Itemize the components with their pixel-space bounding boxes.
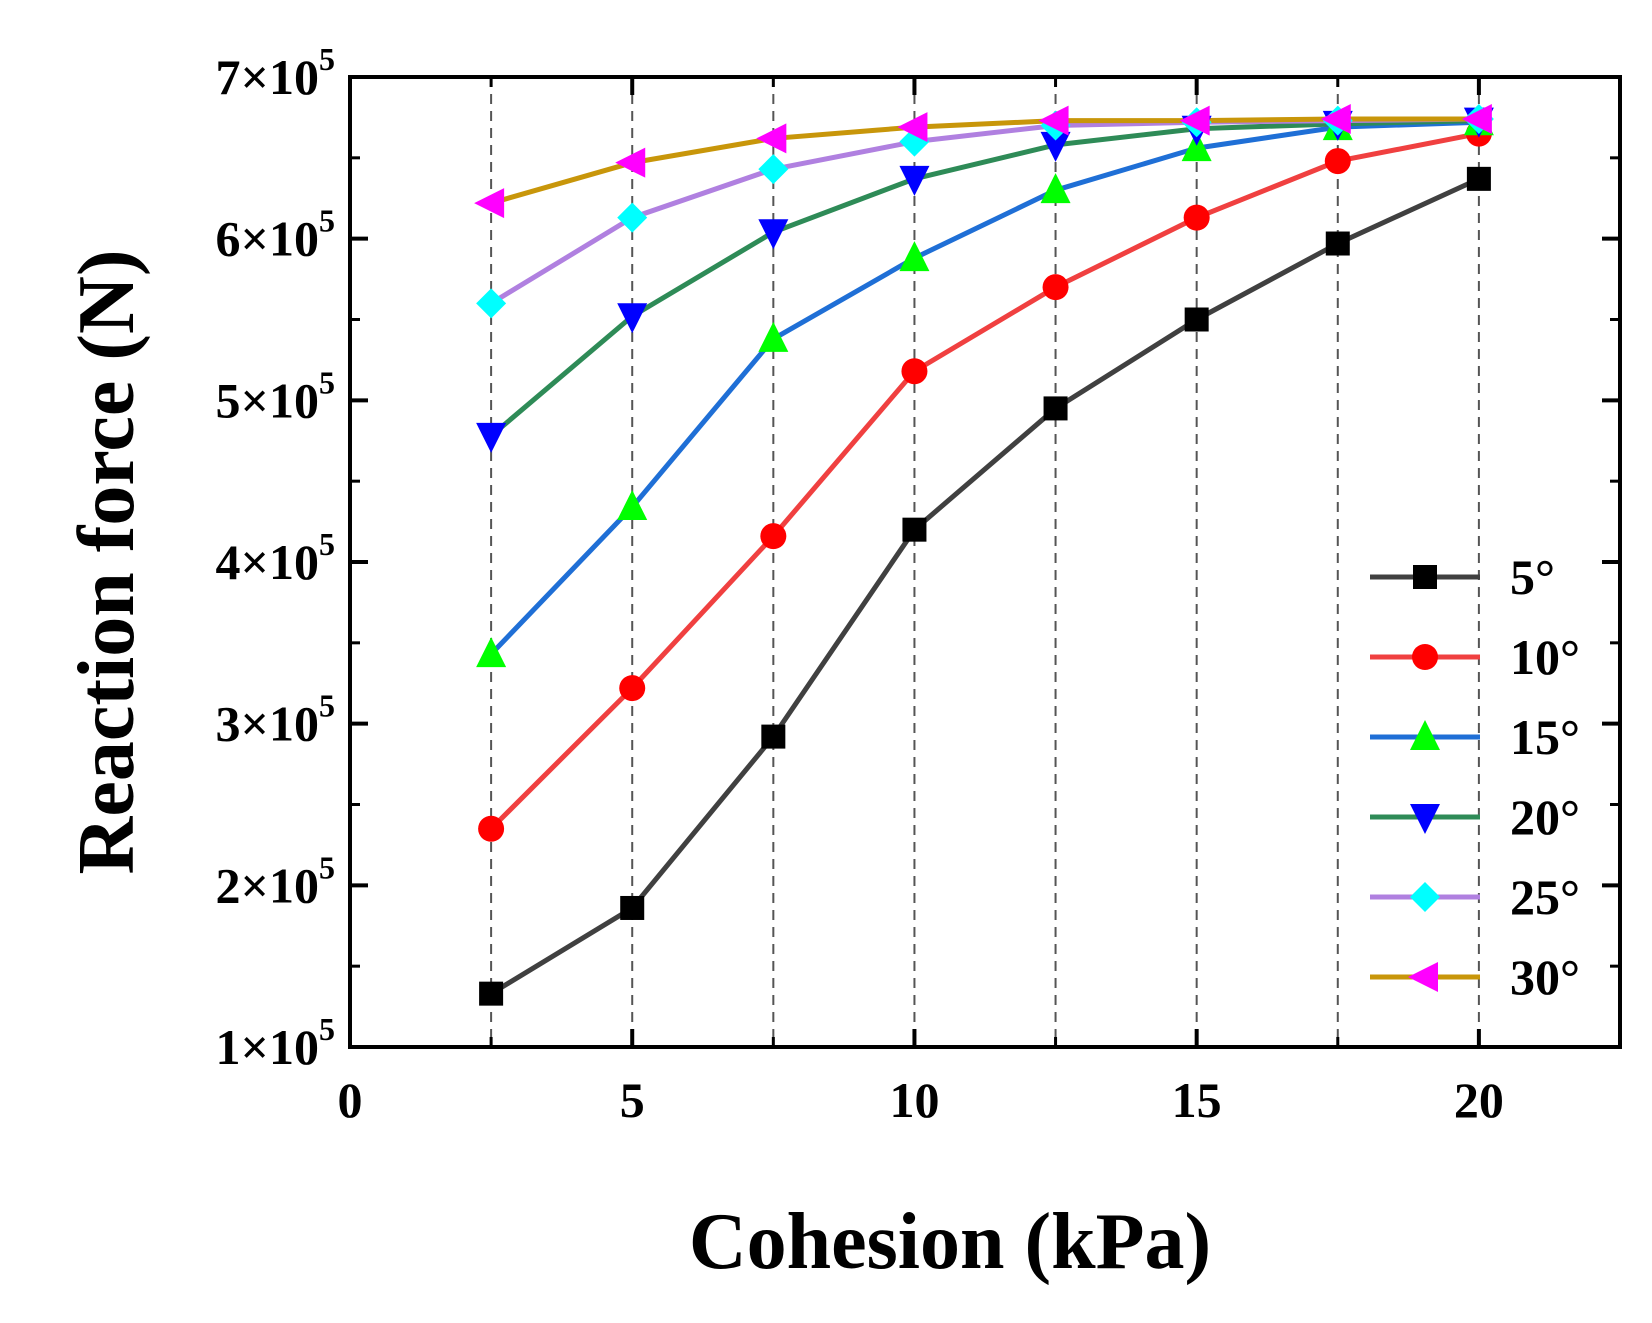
data-point	[902, 517, 927, 542]
x-tick-label: 20	[1454, 1072, 1504, 1128]
y-tick-mantissa: 3×10	[216, 696, 320, 752]
data-point	[756, 123, 787, 154]
series-line-0	[489, 176, 1480, 996]
series-markers-5	[474, 104, 1492, 219]
x-tick-label: 15	[1172, 1072, 1222, 1128]
data-point	[1043, 396, 1068, 421]
y-tick-mantissa: 2×10	[216, 857, 320, 913]
y-tick-label: 3×105	[216, 688, 336, 752]
y-tick-label: 6×105	[216, 203, 336, 267]
data-point	[476, 637, 507, 668]
data-point	[1038, 105, 1069, 136]
series-line-1	[489, 131, 1480, 831]
y-tick-mantissa: 4×10	[216, 534, 320, 590]
data-point	[1184, 307, 1209, 332]
series-markers-2	[476, 105, 1494, 668]
data-point	[617, 303, 648, 334]
series-line-5	[490, 116, 1479, 206]
legend-marker	[1410, 882, 1440, 912]
y-tick-label: 1×105	[216, 1011, 336, 1075]
y-tick-label: 7×105	[216, 41, 336, 105]
legend-entry-4: 25°	[1370, 869, 1580, 925]
axis-ticks	[348, 75, 1622, 1049]
legend-entry-3: 20°	[1370, 789, 1580, 845]
data-point	[1320, 104, 1351, 135]
y-tick-exponent: 5	[319, 849, 335, 885]
y-tick-mantissa: 7×10	[216, 49, 320, 105]
data-point	[615, 147, 646, 178]
legend-entry-2: 15°	[1370, 709, 1580, 765]
data-point	[1040, 131, 1071, 162]
series-line-2	[489, 119, 1479, 656]
legend-label: 15°	[1510, 709, 1580, 765]
legend-label: 30°	[1510, 949, 1580, 1005]
legend-entry-1: 10°	[1370, 629, 1580, 685]
data-point	[1181, 131, 1212, 162]
x-axis-title: Cohesion (kPa)	[689, 1198, 1211, 1286]
data-point	[474, 188, 505, 219]
series-lines	[489, 116, 1480, 996]
legend-entry-0: 5°	[1370, 549, 1555, 605]
data-point	[478, 815, 505, 842]
legend-marker	[1408, 962, 1438, 992]
legend-marker	[1410, 804, 1440, 834]
data-point	[901, 358, 928, 385]
data-point	[897, 112, 928, 143]
data-point	[1040, 173, 1071, 204]
y-tick-label: 2×105	[216, 849, 336, 913]
legend-marker	[1412, 644, 1438, 670]
data-point	[1042, 274, 1069, 301]
legend-label: 10°	[1510, 629, 1580, 685]
data-point	[1461, 104, 1492, 135]
data-point	[1325, 231, 1350, 256]
y-axis-title: Reaction force (N)	[63, 250, 151, 875]
data-point	[758, 154, 789, 185]
data-point	[760, 523, 787, 550]
data-point	[899, 241, 930, 272]
y-tick-mantissa: 5×10	[216, 372, 320, 428]
data-point	[758, 321, 789, 352]
series-markers-0	[479, 166, 1491, 1006]
data-point	[899, 165, 930, 196]
x-tick-labels: 0 5 10 15 20	[338, 1072, 1504, 1128]
data-point	[1324, 148, 1351, 175]
series-markers	[474, 104, 1494, 1006]
data-point	[476, 288, 507, 319]
data-point	[617, 490, 648, 521]
legend-entry-5: 30°	[1370, 949, 1580, 1005]
y-tick-exponent: 5	[319, 41, 335, 77]
data-point	[476, 422, 507, 453]
y-tick-exponent: 5	[319, 1011, 335, 1047]
data-point	[761, 724, 786, 749]
y-tick-exponent: 5	[319, 364, 335, 400]
data-point	[758, 219, 789, 250]
data-point	[619, 675, 646, 702]
y-tick-label: 5×105	[216, 364, 336, 428]
legend-marker	[1410, 720, 1440, 750]
series-line-3	[489, 118, 1479, 438]
x-tick-label: 0	[338, 1072, 363, 1128]
legend-marker	[1413, 565, 1437, 589]
data-point	[1183, 204, 1210, 231]
y-tick-mantissa: 1×10	[216, 1019, 320, 1075]
y-tick-exponent: 5	[319, 526, 335, 562]
legend-label: 20°	[1510, 789, 1580, 845]
x-tick-label: 5	[620, 1072, 645, 1128]
legend-label: 25°	[1510, 869, 1580, 925]
data-point	[479, 981, 504, 1006]
data-point	[1466, 166, 1491, 191]
y-tick-label: 4×105	[216, 526, 336, 590]
y-tick-exponent: 5	[319, 203, 335, 239]
legend: 5° 10° 15° 20° 25° 30°	[1370, 549, 1580, 1005]
data-point	[1179, 105, 1210, 136]
y-tick-exponent: 5	[319, 688, 335, 724]
y-tick-mantissa: 6×10	[216, 211, 320, 267]
x-tick-label: 10	[889, 1072, 939, 1128]
data-point	[620, 895, 645, 920]
legend-label: 5°	[1510, 549, 1555, 605]
data-point	[617, 202, 648, 233]
